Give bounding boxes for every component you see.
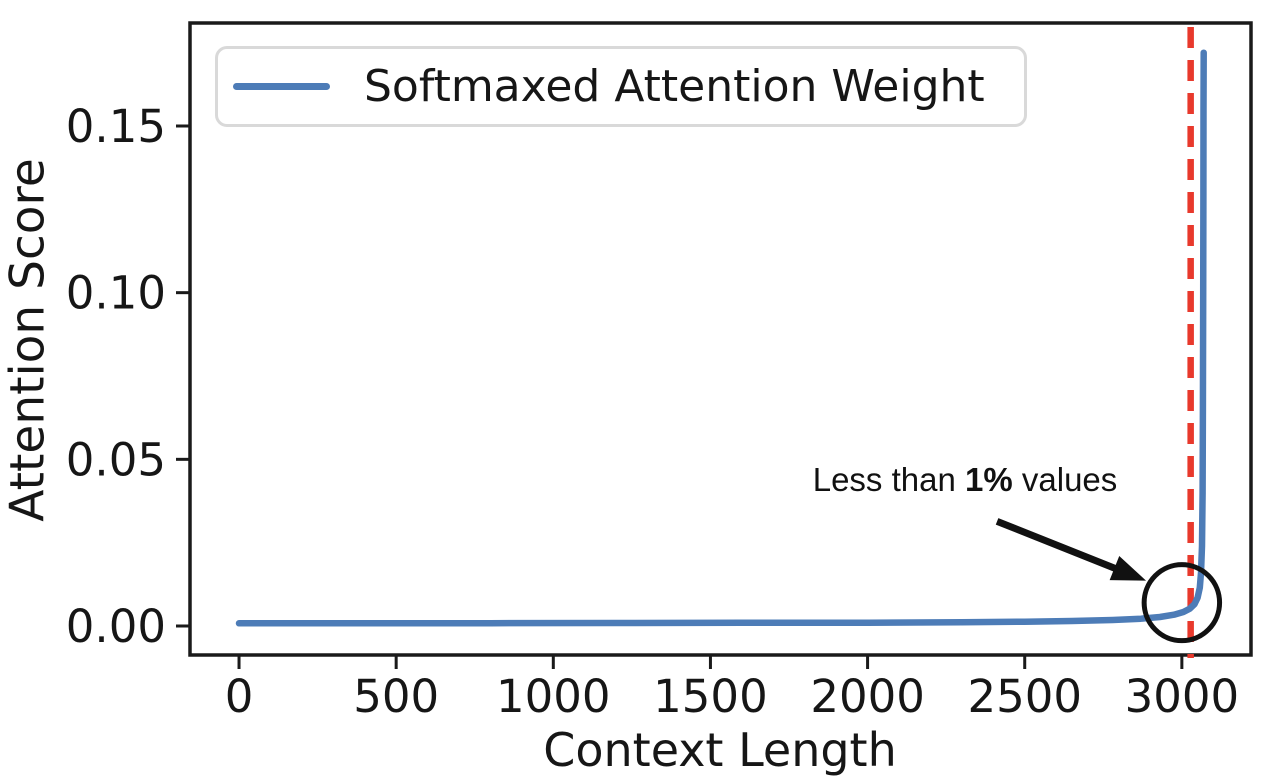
x-tick-label: 500 [353,670,439,723]
plot-box [188,21,1253,657]
x-tick-label: 1500 [653,670,768,723]
x-tick-label: 0 [225,670,254,723]
annotation-arrow-shaft [995,518,1120,573]
annotation-arrow-head [1109,556,1147,581]
legend: Softmaxed Attention Weight [215,46,1027,127]
annotation-text-prefix: Less than [812,461,966,498]
y-tick-label: 0.10 [66,267,166,320]
y-tick-label: 0.15 [66,100,166,153]
legend-label: Softmaxed Attention Weight [364,61,985,112]
annotation-circle [1141,562,1223,644]
y-tick-label: 0.00 [66,600,166,653]
annotation-text-bold: 1% [965,461,1013,498]
annotation-text: Less than 1% values [813,461,1118,499]
x-axis-title: Context Length [543,723,897,777]
annotation-text-suffix: values [1012,461,1118,498]
attention-line [235,49,1207,627]
y-tick-label: 0.05 [66,433,166,486]
x-tick-label: 3000 [1125,670,1240,723]
x-tick-label: 1000 [496,670,611,723]
x-tick-label: 2000 [810,670,925,723]
legend-line-swatch [233,83,330,90]
x-tick-label: 2500 [967,670,1082,723]
y-axis-title: Attention Score [0,158,56,522]
